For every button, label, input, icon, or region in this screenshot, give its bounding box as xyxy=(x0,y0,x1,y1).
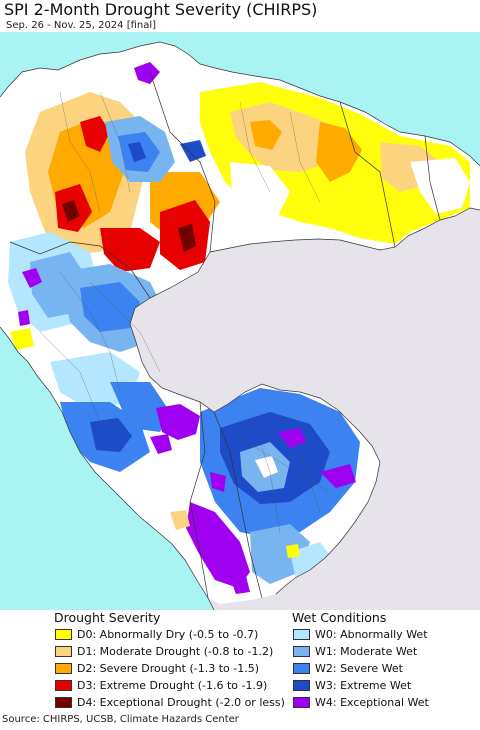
legend-item-w0: W0: Abnormally Wet xyxy=(293,627,428,641)
legend-item-w1: W1: Moderate Wet xyxy=(293,644,417,658)
admin-borders xyxy=(39,91,331,533)
map-title: SPI 2-Month Drought Severity (CHIRPS) xyxy=(4,0,318,19)
country-borders xyxy=(0,41,480,610)
legend-label-w1: W1: Moderate Wet xyxy=(315,644,418,658)
legend-item-d2: D2: Severe Drought (-1.3 to -1.5) xyxy=(55,661,259,675)
legend-label-d3: D3: Extreme Drought (-1.6 to -1.9) xyxy=(77,678,268,692)
drought-legend-title: Drought Severity xyxy=(54,610,161,625)
source-credit: Source: CHIRPS, UCSB, Climate Hazards Ce… xyxy=(2,714,239,725)
pacific-ocean xyxy=(0,97,214,610)
legend-swatch-d4 xyxy=(55,696,72,708)
legend-swatch-w3 xyxy=(293,679,310,691)
legend-label-d4: D4: Exceptional Drought (-2.0 or less) xyxy=(77,695,285,709)
legend-swatch-d3 xyxy=(55,679,72,691)
legend: Drought Severity Wet Conditions D0: Abno… xyxy=(0,610,480,710)
legend-item-w3: W3: Extreme Wet xyxy=(293,678,411,692)
legend-label-w2: W2: Severe Wet xyxy=(315,661,403,675)
legend-item-w2: W2: Severe Wet xyxy=(293,661,403,675)
legend-swatch-d1 xyxy=(55,645,72,657)
legend-item-d0: D0: Abnormally Dry (-0.5 to -0.7) xyxy=(55,627,258,641)
legend-item-d1: D1: Moderate Drought (-0.8 to -1.2) xyxy=(55,644,273,658)
caribbean-sea xyxy=(0,32,480,166)
legend-label-w3: W3: Extreme Wet xyxy=(315,678,412,692)
legend-swatch-d2 xyxy=(55,662,72,674)
legend-swatch-w0 xyxy=(293,628,310,640)
legend-swatch-w1 xyxy=(293,645,310,657)
legend-item-d3: D3: Extreme Drought (-1.6 to -1.9) xyxy=(55,678,267,692)
legend-item-w4: W4: Exceptional Wet xyxy=(293,695,429,709)
legend-label-w4: W4: Exceptional Wet xyxy=(315,695,429,709)
legend-label-d0: D0: Abnormally Dry (-0.5 to -0.7) xyxy=(77,627,259,641)
legend-label-d1: D1: Moderate Drought (-0.8 to -1.2) xyxy=(77,644,274,658)
legend-swatch-w4 xyxy=(293,696,310,708)
legend-label-w0: W0: Abnormally Wet xyxy=(315,627,428,641)
legend-item-d4: D4: Exceptional Drought (-2.0 or less) xyxy=(55,695,285,709)
map-subtitle: Sep. 26 - Nov. 25, 2024 [final] xyxy=(6,20,157,31)
drought-map xyxy=(0,32,480,610)
legend-label-d2: D2: Severe Drought (-1.3 to -1.5) xyxy=(77,661,260,675)
legend-swatch-w2 xyxy=(293,662,310,674)
wet-legend-title: Wet Conditions xyxy=(292,610,387,625)
legend-swatch-d0 xyxy=(55,628,72,640)
